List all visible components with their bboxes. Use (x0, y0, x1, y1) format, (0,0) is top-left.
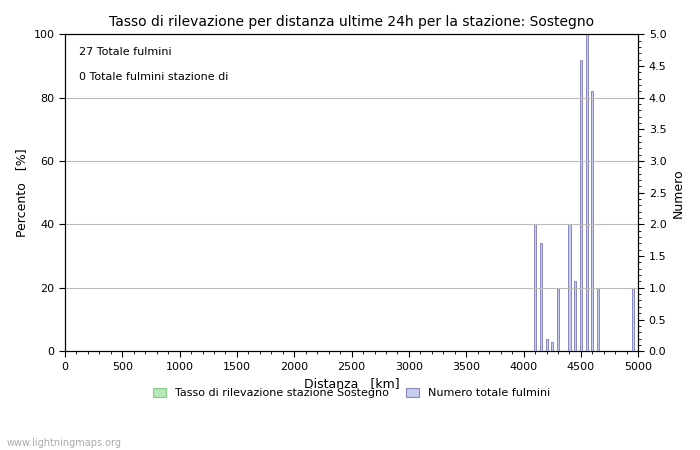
Bar (557, 288, 559, 351)
Bar (597, 288, 599, 351)
Bar (534, 225, 536, 351)
Bar (586, 34, 588, 351)
Bar (551, 342, 553, 351)
Bar (540, 243, 542, 351)
Text: 27 Totale fulmini: 27 Totale fulmini (79, 47, 172, 57)
X-axis label: Distanza   [km]: Distanza [km] (304, 377, 400, 390)
Y-axis label: Percento   [%]: Percento [%] (15, 148, 28, 237)
Legend: Tasso di rilevazione stazione Sostegno, Numero totale fulmini: Tasso di rilevazione stazione Sostegno, … (148, 383, 554, 403)
Bar (631, 288, 634, 351)
Bar (580, 60, 582, 351)
Title: Tasso di rilevazione per distanza ultime 24h per la stazione: Sostegno: Tasso di rilevazione per distanza ultime… (109, 15, 594, 29)
Text: 0 Totale fulmini stazione di: 0 Totale fulmini stazione di (79, 72, 229, 82)
Y-axis label: Numero: Numero (672, 168, 685, 217)
Bar (568, 225, 570, 351)
Bar (574, 282, 576, 351)
Text: www.lightningmaps.org: www.lightningmaps.org (7, 438, 122, 448)
Bar (545, 338, 547, 351)
Bar (592, 91, 594, 351)
